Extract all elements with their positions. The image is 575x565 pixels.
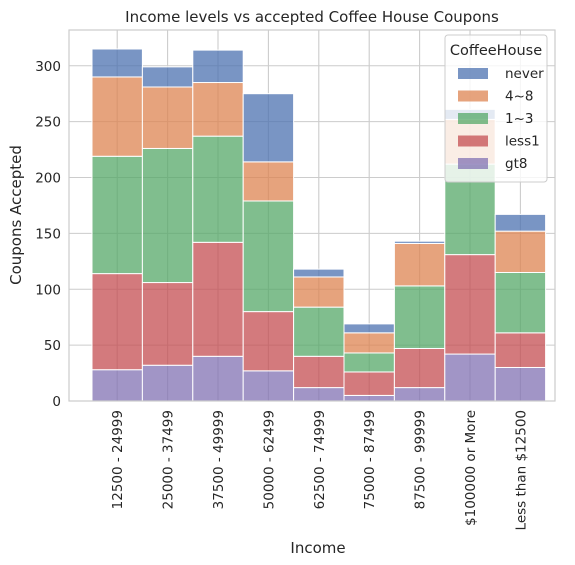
legend-label-1-3: 1~3	[505, 111, 534, 127]
bar-gt8-50000-62499	[242, 370, 295, 402]
legend-label-never: never	[505, 66, 544, 82]
x-tick-label: Less than $12500	[513, 410, 529, 530]
bar-gt8-25000-37499	[141, 364, 194, 402]
bar-1-3-50000-62499	[242, 200, 295, 313]
bar-gt8-87500-99999	[393, 387, 446, 402]
bar-never-62500-74999	[293, 268, 345, 278]
bar-never-75000-87499	[343, 323, 395, 334]
bar-4-8-87500-99999	[393, 242, 446, 287]
x-tick-labels: 12500 - 24999 25000 - 37499 37500 - 49999 5…	[110, 410, 529, 530]
y-tick-label: 150	[35, 226, 61, 242]
y-tick-label: 0	[52, 394, 61, 410]
bar-gt8-12500-24999	[91, 369, 143, 402]
legend-swatch-gt8	[458, 158, 488, 169]
y-tick-label: 200	[35, 171, 61, 187]
bar-1-3-25000-37499	[141, 147, 194, 284]
bar-never-50000-62499	[242, 93, 295, 163]
legend-title: CoffeeHouse	[450, 43, 542, 59]
legend-swatch-never	[458, 68, 488, 79]
bar-gt8-62500-74999	[293, 387, 345, 402]
plot-frame	[68, 29, 556, 402]
y-tick-labels: 0 50 100 150 200 250 300	[35, 59, 61, 410]
x-tick-label: 12500 - 24999	[110, 410, 126, 509]
bar-less1-50000-62499	[242, 311, 295, 372]
x-tick-label: 87500 - 99999	[413, 410, 429, 509]
y-tick-label: 50	[44, 338, 61, 354]
bar-less1-100000-or-more	[444, 254, 496, 355]
y-tick-label: 300	[35, 59, 61, 75]
x-tick-label: 25000 - 37499	[161, 410, 177, 509]
bar-gt8-less-than-12500	[494, 366, 547, 402]
bar-4-8-12500-24999	[91, 76, 143, 157]
bar-1-3-12500-24999	[91, 155, 143, 275]
legend-label-4-8: 4~8	[505, 89, 534, 105]
bar-4-8-25000-37499	[141, 86, 194, 149]
bar-4-8-less-than-12500	[494, 230, 547, 273]
bar-less1-62500-74999	[293, 355, 345, 389]
bar-never-87500-99999	[393, 240, 446, 244]
bar-4-8-62500-74999	[293, 276, 345, 308]
x-tick-label: 75000 - 87499	[362, 410, 378, 509]
bar-less1-37500-49999	[192, 241, 244, 357]
bar-less1-12500-24999	[91, 273, 143, 371]
bar-1-3-62500-74999	[293, 306, 345, 357]
bar-less1-87500-99999	[393, 347, 446, 389]
bar-1-3-87500-99999	[393, 285, 446, 349]
bars-group	[91, 48, 547, 402]
bar-4-8-37500-49999	[192, 82, 244, 137]
chart-title: Income levels vs accepted Coffee House C…	[125, 8, 499, 26]
bar-1-3-37500-49999	[192, 135, 244, 243]
bar-never-25000-37499	[141, 66, 194, 88]
bar-less1-75000-87499	[343, 371, 395, 396]
x-tick-label: 62500 - 74999	[312, 410, 328, 509]
bar-1-3-75000-87499	[343, 352, 395, 373]
y-tick-label: 100	[35, 282, 61, 298]
bar-never-12500-24999	[91, 48, 143, 78]
legend: CoffeeHouse never 4~8 1~3 less1 gt8	[444, 34, 548, 183]
bar-less1-less-than-12500	[494, 332, 547, 368]
legend-swatch-1-3	[458, 113, 488, 124]
bar-4-8-75000-87499	[343, 332, 395, 354]
legend-label-gt8: gt8	[505, 156, 527, 172]
bar-less1-25000-37499	[141, 282, 194, 366]
bar-never-less-than-12500	[494, 213, 547, 232]
bar-gt8-100000-or-more	[444, 353, 496, 402]
bar-gt8-37500-49999	[192, 355, 244, 402]
x-tick-label: 50000 - 62499	[261, 410, 277, 509]
bar-gt8-75000-87499	[343, 394, 395, 402]
legend-swatch-less1	[458, 135, 488, 147]
x-tick-label: $100000 or More	[463, 410, 479, 526]
y-axis-label: Coupons Accepted	[7, 145, 25, 285]
legend-swatch-4-8	[458, 90, 488, 102]
bar-1-3-less-than-12500	[494, 271, 547, 334]
bar-4-8-50000-62499	[242, 161, 295, 202]
legend-label-less1: less1	[505, 134, 540, 150]
x-axis-label: Income	[290, 539, 345, 557]
bar-never-37500-49999	[192, 49, 244, 84]
y-tick-label: 250	[35, 115, 61, 131]
x-tick-label: 37500 - 49999	[211, 410, 227, 509]
